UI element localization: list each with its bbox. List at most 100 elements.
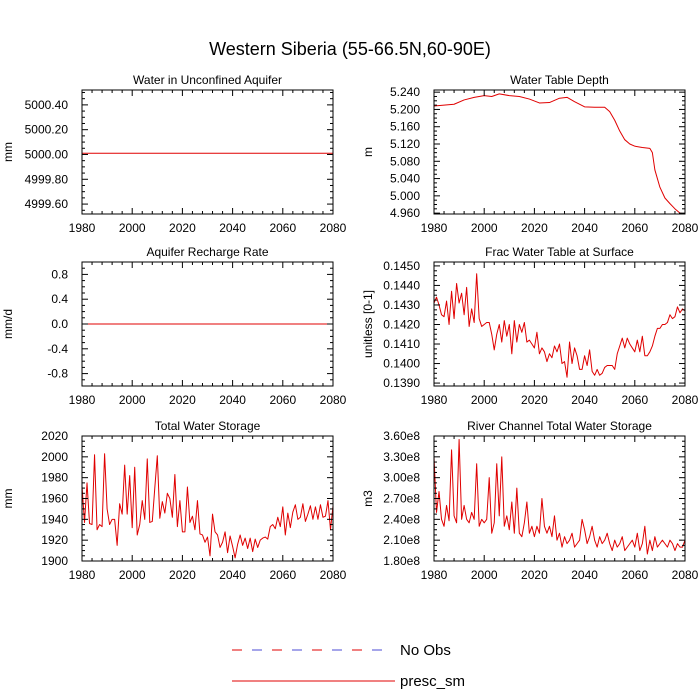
x-tick-label: 1980 [421,221,448,235]
y-tick-label: 2.70e8 [383,492,420,506]
series-line-1 [433,93,686,215]
x-tick-label: 2080 [320,393,347,407]
panel-1: 1980 2000 2020 2040 2060 2080 4999.60 4999.80 50… [1,73,347,235]
x-tick-label: 2040 [571,221,598,235]
y-tick-label: 2020 [41,429,68,443]
y-tick-label: 0.8 [51,267,68,281]
y-tick-label: 5.000 [390,189,420,203]
y-axis-label: m3 [361,490,375,507]
legend-item-no-obs: No Obs [232,642,451,659]
x-tick-label: 2080 [672,221,699,235]
y-tick-label: 3.00e8 [383,471,420,485]
panel-6: 1980 2000 2020 2040 2060 2080 1.80e8 2.10e8 2.40… [361,419,699,582]
y-tick-label: 1920 [41,533,68,547]
x-tick-label: 2020 [521,221,548,235]
y-tick-label: 0.4 [51,292,68,306]
panel-title: River Channel Total Water Storage [467,419,652,433]
x-tick-label: 2020 [521,568,548,582]
x-tick-label: 2020 [169,393,196,407]
x-tick-label: 2040 [219,221,246,235]
x-tick-label: 2040 [571,568,598,582]
y-tick-label: 1.80e8 [383,554,420,568]
y-tick-label: 0.1400 [383,357,420,371]
y-tick-label: 5000.40 [25,98,69,112]
x-tick-label: 2000 [119,568,146,582]
y-tick-label: 2.10e8 [383,533,420,547]
legend-label: presc_sm [400,673,465,690]
x-tick-label: 2060 [269,221,296,235]
y-tick-label: 3.60e8 [383,429,420,443]
panels: 1980 2000 2020 2040 2060 2080 4999.60 4999.80 50… [1,73,699,582]
y-axis-label: m [361,147,375,157]
y-axis-label: mm [1,142,15,162]
y-tick-label: 5.240 [390,85,420,99]
panel-title: Water Table Depth [510,73,609,87]
plot-frame [81,435,334,562]
panel-title: Frac Water Table at Surface [485,245,634,259]
legend: No Obs presc_sm [232,642,465,690]
y-axis-label: unitless [0-1] [361,290,375,358]
x-tick-label: 2080 [320,221,347,235]
y-tick-label: 2.40e8 [383,512,420,526]
x-tick-label: 2000 [119,393,146,407]
y-tick-label: 5.160 [390,120,420,134]
x-tick-label: 2060 [269,393,296,407]
y-tick-label: 2000 [41,450,68,464]
y-tick-label: 5.040 [390,172,420,186]
x-tick-label: 2060 [621,568,648,582]
legend-item-presc-sm: presc_sm [232,673,465,690]
y-tick-label: 3.30e8 [383,450,420,464]
x-tick-label: 2020 [169,568,196,582]
x-tick-label: 2060 [269,568,296,582]
x-tick-label: 1980 [69,221,96,235]
y-tick-label: 5.200 [390,102,420,116]
y-tick-label: -0.8 [47,367,68,381]
x-tick-label: 2000 [119,221,146,235]
y-tick-label: 0.1450 [383,259,420,273]
x-tick-label: 1980 [421,568,448,582]
y-axis-label: mm [1,489,15,509]
y-tick-label: 1980 [41,471,68,485]
panel-4: 1980 2000 2020 2040 2060 2080 0.1390 0.1400 0.14… [361,245,699,407]
x-tick-label: 2000 [471,568,498,582]
y-tick-label: 4.960 [390,206,420,220]
y-tick-label: 5.080 [390,154,420,168]
panel-2: 1980 2000 2020 2040 2060 2080 4.960 5.000 5.040 5… [361,73,699,235]
x-tick-label: 2000 [471,393,498,407]
y-tick-label: 4999.60 [25,197,69,211]
plot-frame [433,261,686,387]
series-line-1 [433,273,686,378]
y-tick-label: 1940 [41,512,68,526]
y-tick-label: 4999.80 [25,172,69,186]
y-axis-label: mm/d [1,309,15,339]
x-tick-label: 1980 [69,568,96,582]
x-tick-label: 2040 [219,568,246,582]
x-tick-label: 1980 [69,393,96,407]
x-tick-label: 1980 [421,393,448,407]
figure-title: Western Siberia (55-66.5N,60-90E) [209,39,491,59]
x-tick-label: 2080 [320,568,347,582]
y-tick-label: 0.1410 [383,337,420,351]
x-tick-label: 2080 [672,393,699,407]
x-tick-label: 2000 [471,221,498,235]
panel-5: 1980 2000 2020 2040 2060 2080 1900 1920 1940 1960… [1,419,347,582]
plot-frame [433,89,686,215]
plot-frame [81,89,334,215]
panel-3: 1980 2000 2020 2040 2060 2080 -0.8 -0.4 0.0 0.4 0.… [1,245,347,407]
y-tick-label: 1960 [41,492,68,506]
series-line-1 [433,438,686,555]
y-tick-label: 5000.20 [25,123,69,137]
y-tick-label: 5.120 [390,137,420,151]
series-line-1 [81,453,334,559]
y-tick-label: 0.0 [51,317,68,331]
legend-label: No Obs [400,642,451,659]
y-tick-label: 0.1430 [383,298,420,312]
x-tick-label: 2060 [621,221,648,235]
x-tick-label: 2020 [169,221,196,235]
x-tick-label: 2040 [219,393,246,407]
panel-title: Water in Unconfined Aquifer [133,73,282,87]
y-tick-label: -0.4 [47,342,68,356]
y-tick-label: 0.1420 [383,317,420,331]
x-tick-label: 2080 [672,568,699,582]
